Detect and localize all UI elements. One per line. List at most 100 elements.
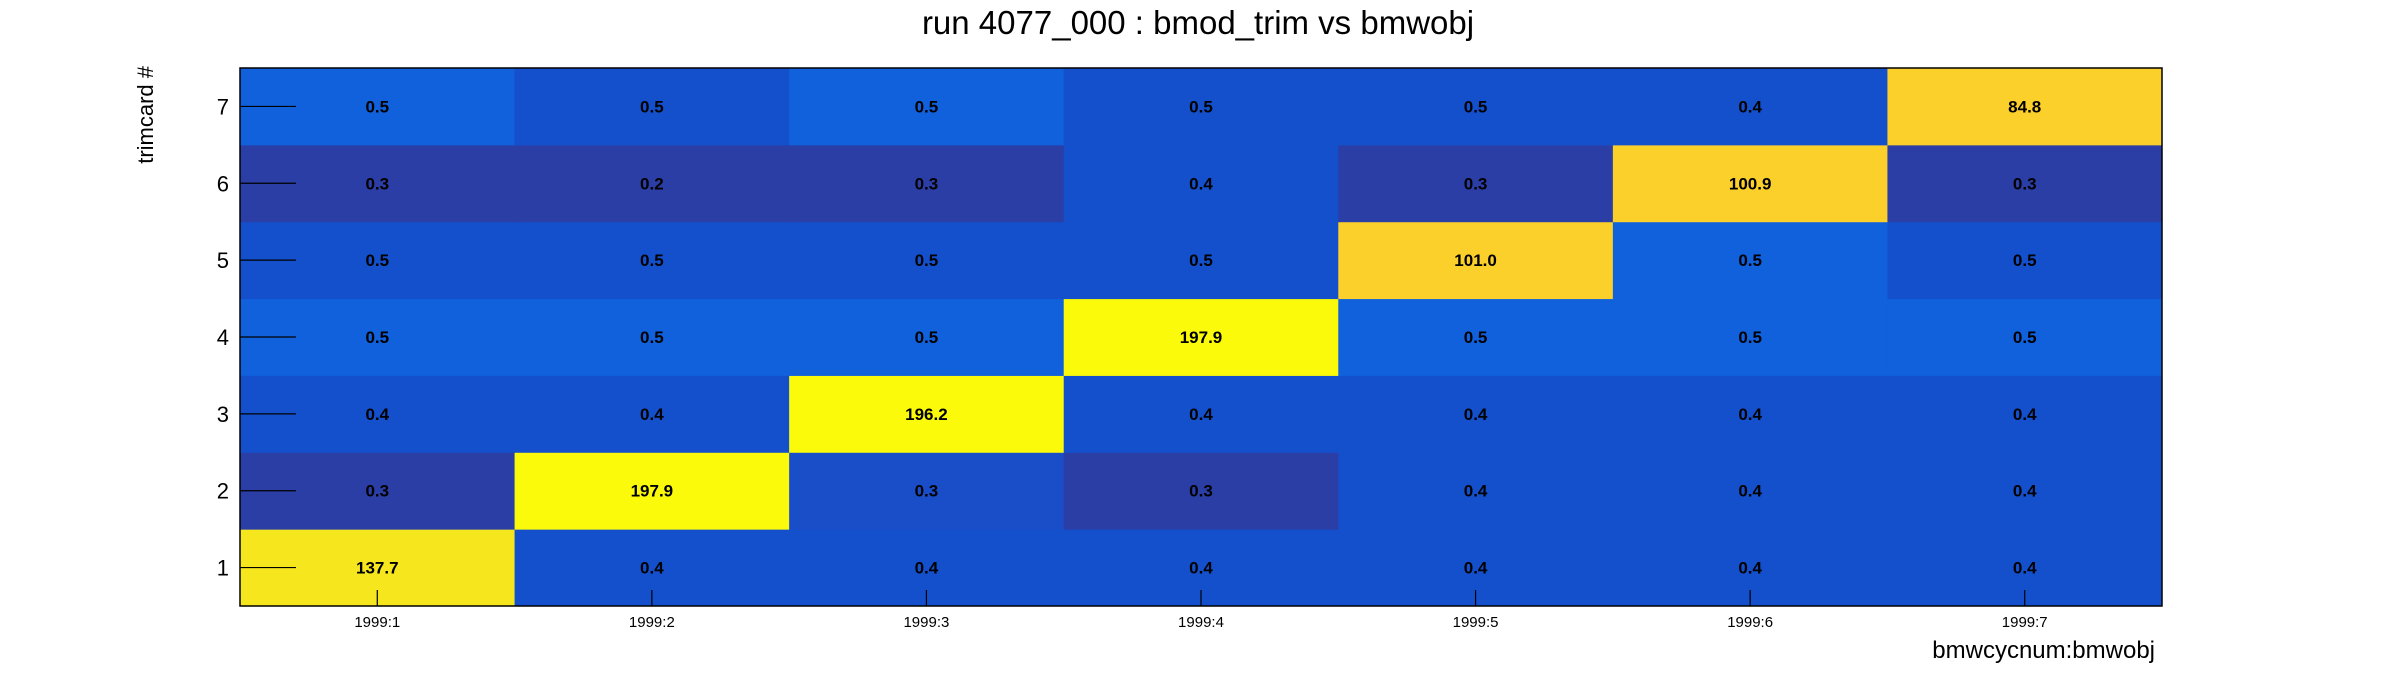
cell-value-label: 0.3	[915, 482, 939, 501]
cell-value-label: 0.5	[640, 97, 664, 116]
cell-value-label: 0.5	[365, 97, 389, 116]
cell-value-label: 197.9	[1180, 328, 1223, 347]
cell-value-label: 0.4	[1738, 405, 1762, 424]
y-tick-label: 2	[217, 479, 229, 504]
cell-value-label: 0.5	[1189, 97, 1213, 116]
cell-value-label: 0.4	[2013, 405, 2037, 424]
heatmap-cell	[514, 375, 790, 453]
heatmap-cell	[1338, 375, 1614, 453]
cell-value-label: 0.4	[1464, 405, 1488, 424]
heatmap-cell	[514, 452, 790, 530]
heatmap-cell	[514, 68, 790, 146]
y-tick-label: 7	[217, 94, 229, 119]
cell-value-label: 0.4	[640, 559, 664, 578]
cell-value-label: 0.4	[1189, 405, 1213, 424]
cell-value-label: 0.2	[640, 174, 664, 193]
cell-value-label: 0.4	[915, 559, 939, 578]
heatmap-cell	[789, 221, 1065, 300]
heatmap-cell	[1612, 144, 1888, 223]
cell-value-label: 0.5	[1189, 251, 1213, 270]
cell-value-label: 0.3	[2013, 174, 2037, 193]
cell-value-label: 0.3	[365, 482, 389, 501]
cell-value-label: 0.5	[2013, 251, 2037, 270]
cell-value-label: 101.0	[1454, 251, 1497, 270]
y-tick-label: 1	[217, 556, 229, 581]
cell-value-label: 0.5	[1738, 328, 1762, 347]
cell-value-label: 0.4	[1189, 174, 1213, 193]
y-tick-label: 4	[217, 325, 229, 350]
heatmap-cell	[1887, 298, 2163, 376]
y-tick-label: 3	[217, 402, 229, 427]
heatmap-cell	[1063, 452, 1339, 530]
cell-value-label: 100.9	[1729, 174, 1772, 193]
cell-value-label: 0.4	[2013, 559, 2037, 578]
heatmap-cell	[1887, 452, 2163, 530]
cell-value-label: 0.5	[640, 328, 664, 347]
cell-value-label: 0.3	[365, 174, 389, 193]
cell-value-label: 0.5	[915, 251, 939, 270]
heatmap-cell	[1887, 221, 2163, 300]
heatmap-cell	[1063, 68, 1339, 146]
cell-value-label: 0.4	[1464, 482, 1488, 501]
cell-value-label: 0.4	[365, 405, 389, 424]
heatmap-cell	[1612, 221, 1888, 300]
cell-value-label: 0.5	[640, 251, 664, 270]
x-tick-label: 1999:7	[2002, 614, 2048, 631]
heatmap-cell	[789, 298, 1065, 376]
cell-value-label: 196.2	[905, 405, 948, 424]
heatmap-cell	[1612, 375, 1888, 453]
heatmap-cell	[514, 298, 790, 376]
heatmap-cell	[1063, 144, 1339, 223]
heatmap-cell	[1063, 375, 1339, 453]
cell-value-label: 0.4	[2013, 482, 2037, 501]
heatmap-cell	[514, 144, 790, 223]
cell-value-label: 0.4	[1464, 559, 1488, 578]
cell-value-label: 0.5	[365, 251, 389, 270]
cell-value-label: 0.5	[365, 328, 389, 347]
cell-value-label: 0.5	[915, 97, 939, 116]
plot-frame	[239, 67, 2163, 607]
cell-value-label: 137.7	[356, 559, 399, 578]
cell-value-label: 0.5	[1738, 251, 1762, 270]
x-tick-label: 1999:1	[354, 614, 400, 631]
x-axis-title: bmwcycnum:bmwobj	[1932, 637, 2155, 664]
heatmap-cell	[789, 68, 1065, 146]
cell-value-label: 0.4	[1738, 97, 1762, 116]
cell-value-label: 0.4	[1738, 482, 1762, 501]
cell-value-label: 0.3	[1189, 482, 1213, 501]
heatmap-cell	[1612, 452, 1888, 530]
cell-value-label: 0.5	[1464, 328, 1488, 347]
cell-value-label: 0.4	[1738, 559, 1762, 578]
heatmap-cell	[789, 144, 1065, 223]
y-axis-title: trimcard #	[133, 65, 158, 164]
heatmap-cell	[1887, 68, 2163, 146]
heatmap-cell	[514, 221, 790, 300]
x-tick-label: 1999:2	[629, 614, 675, 631]
cell-value-label: 0.5	[915, 328, 939, 347]
heatmap-cell	[1612, 298, 1888, 376]
x-tick-label: 1999:3	[903, 614, 949, 631]
cell-value-label: 0.4	[640, 405, 664, 424]
cell-value-label: 0.4	[1189, 559, 1213, 578]
cell-value-label: 84.8	[2008, 97, 2041, 116]
heatmap-cell	[789, 452, 1065, 530]
cell-value-label: 0.3	[1464, 174, 1488, 193]
heatmap-cell	[1063, 298, 1339, 376]
cell-value-label: 0.3	[915, 174, 939, 193]
heatmap-cell	[1338, 221, 1614, 300]
chart-title: run 4077_000 : bmod_trim vs bmwobj	[922, 4, 1474, 41]
heatmap-cell	[789, 375, 1065, 453]
cell-value-label: 197.9	[631, 482, 674, 501]
heatmap-cell	[1338, 298, 1614, 376]
ticks-layer: 1999:1 1999:2 1999:3 1999:4 1999:5 1999:6 1999…	[217, 94, 2048, 631]
heatmap-cell	[1338, 452, 1614, 530]
cells-layer: 137.7 0.4 0.4 0.4 0.4 0.4 0.4 0.3 197.9 0.3 0.3 0.4…	[240, 68, 2163, 607]
heatmap-cell	[1887, 375, 2163, 453]
x-tick-label: 1999:6	[1727, 614, 1773, 631]
heatmap-cell	[1063, 221, 1339, 300]
heatmap-cell	[1612, 68, 1888, 146]
heatmap-cell	[1887, 144, 2163, 223]
x-tick-label: 1999:4	[1178, 614, 1224, 631]
y-tick-label: 5	[217, 248, 229, 273]
